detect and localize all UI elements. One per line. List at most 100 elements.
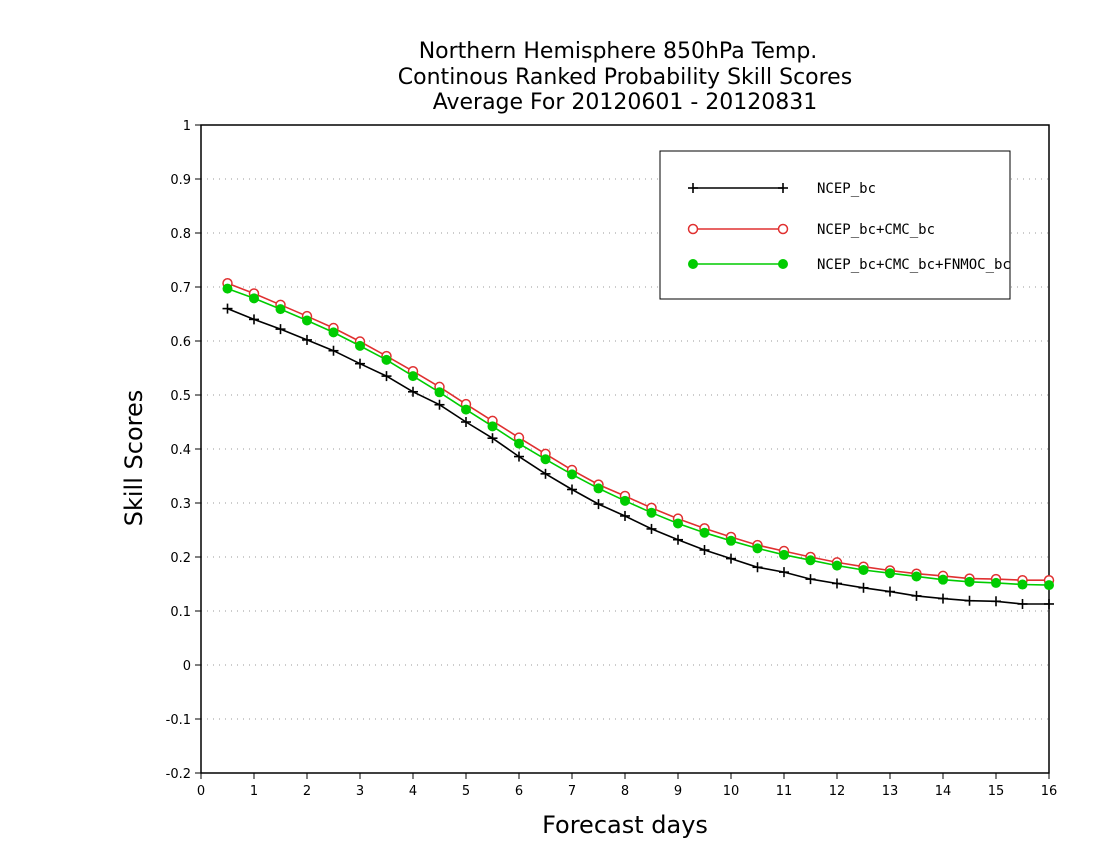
y-tick-label: 1 [183,119,191,134]
data-point [779,567,789,578]
data-point [726,535,736,546]
x-tick-label: 5 [462,784,470,799]
x-tick-label: 2 [303,784,311,799]
x-tick-label: 4 [409,784,417,799]
data-point [355,340,365,351]
data-point [593,499,604,510]
data-point [699,527,710,538]
title-line-1: Northern Hemisphere 850hPa Temp. [419,39,818,64]
x-tick-label: 0 [197,784,205,799]
legend-marker [687,223,699,235]
data-point [222,283,233,294]
data-point [593,483,604,494]
x-tick-label: 15 [988,784,1005,799]
legend-label: NCEP_bc+CMC_bc [817,222,935,238]
data-point [514,451,524,462]
legend-label: NCEP_bc+CMC_bc+FNMOC_bc [817,257,1011,273]
data-point [832,560,842,571]
data-point [646,523,657,534]
series-3 [222,283,1054,591]
data-point [381,371,392,382]
legend-marker [688,183,698,193]
data-point [964,595,975,606]
data-point [487,433,498,444]
legend-label: NCEP_bc [817,181,876,197]
data-point [302,334,312,345]
y-tick-label: 0.3 [170,497,191,512]
data-point [805,555,816,566]
y-tick-label: 0.5 [170,389,191,404]
data-point [1044,580,1054,591]
x-axis-ticks: 0 1 2 3 4 5 6 7 8 9 10 11 12 13 14 15 16 [197,773,1057,799]
series-line [227,287,1050,586]
data-point [938,574,948,585]
title-line-3: Average For 20120601 - 20120831 [433,90,818,115]
x-tick-label: 7 [568,784,576,799]
legend: NCEP_bc NCEP_bc+CMC_bc NCEP_bc+CMC_bc+FNMO… [659,150,1011,300]
legend-marker [778,183,788,193]
data-point [726,553,736,564]
y-tick-label: 0.6 [170,335,191,350]
data-point [673,518,683,529]
x-tick-label: 14 [935,784,952,799]
y-tick-label: 0.7 [170,281,191,296]
y-tick-label: 0.4 [170,443,191,458]
x-tick-label: 16 [1041,784,1058,799]
data-point [408,371,418,382]
data-point [328,327,339,338]
data-point [964,576,975,587]
data-point [275,304,286,315]
y-tick-label: 0.2 [170,551,191,566]
data-point [991,596,1001,607]
x-tick-label: 12 [829,784,846,799]
legend-marker [778,259,788,269]
data-point [938,593,948,604]
x-tick-label: 13 [882,784,899,799]
y-tick-label: 0.9 [170,173,191,188]
legend-box [659,150,1011,300]
y-tick-label: 0.8 [170,227,191,242]
series-line [227,282,1049,582]
data-point [275,324,286,335]
data-point [249,314,259,325]
series-layer [222,277,1055,609]
series-1 [222,303,1054,609]
data-point [355,358,365,369]
data-point [1017,579,1028,590]
data-point [1017,598,1028,609]
legend-entry-2: NCEP_bc+CMC_bc [687,222,935,238]
x-tick-label: 6 [515,784,523,799]
data-point [805,574,816,585]
legend-marker [777,223,789,235]
x-tick-label: 10 [723,784,740,799]
y-axis-ticks: -0.2 -0.1 0 0.1 0.2 0.3 0.4 0.5 0.6 0.7 0.8 0.9 1 [166,119,201,782]
data-point [540,468,551,479]
data-point [408,386,418,397]
data-point [911,590,922,601]
data-point [885,586,895,597]
data-point [620,510,630,521]
y-axis-label: Skill Scores [120,390,148,527]
data-point [673,534,683,545]
data-point [514,438,524,449]
y-tick-label: -0.2 [166,767,191,782]
series-line [227,307,1049,605]
data-point [487,421,498,432]
y-tick-label: 0 [183,659,191,674]
data-point [699,544,710,555]
x-tick-label: 8 [621,784,629,799]
data-point [567,484,577,495]
y-tick-label: 0.1 [170,605,191,620]
data-point [779,549,789,560]
chart-title: Northern Hemisphere 850hPa Temp. Contino… [398,39,852,115]
x-tick-label: 1 [250,784,258,799]
x-tick-label: 3 [356,784,364,799]
data-point [858,582,869,593]
title-line-2: Continous Ranked Probability Skill Score… [398,65,852,90]
data-point [434,399,445,410]
data-point [991,577,1001,588]
data-point [1044,598,1054,609]
data-point [752,562,763,573]
x-axis-label: Forecast days [542,811,708,839]
y-tick-label: -0.1 [166,713,191,728]
